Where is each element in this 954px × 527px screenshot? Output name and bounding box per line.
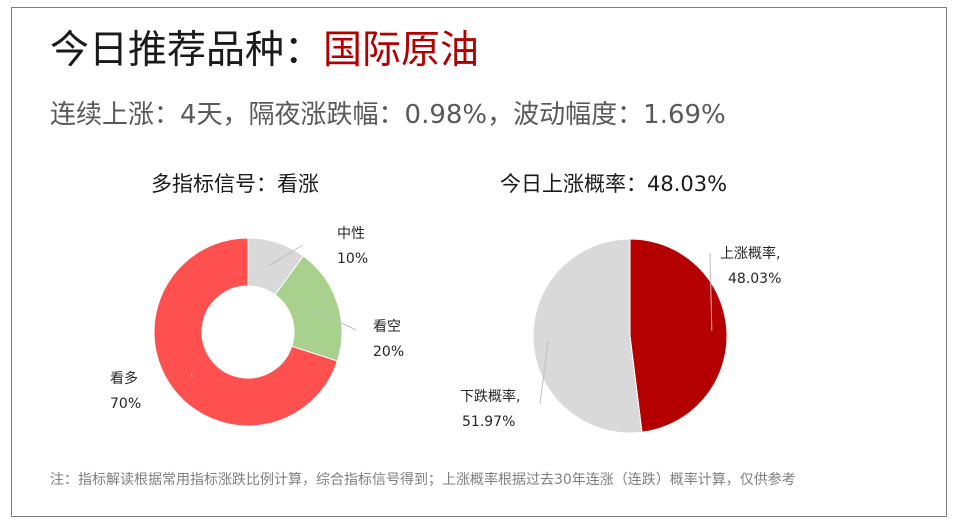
probability-chart-title: 今日上涨概率：48.03% <box>500 172 728 196</box>
chart1-slice-name-1: 下跌概率, <box>460 388 520 405</box>
title-highlight: 国际原油 <box>323 28 480 73</box>
chart1-slice-value-0: 48.03% <box>728 271 781 287</box>
chart0-slice-name-1: 看空 <box>373 319 401 335</box>
chart1-leader-0 <box>709 252 713 331</box>
chart1-slice-0 <box>629 238 728 433</box>
chart0-slice-name-2: 看多 <box>110 370 138 387</box>
chart0-slice-value-0: 10% <box>337 251 368 267</box>
signal-chart-title: 多指标信号：看涨 <box>151 172 319 196</box>
chart0-leader-0 <box>269 244 304 266</box>
footnote: 注：指标解读根据常用指标涨跌比例计算，综合指标信号得到；上涨概率根据过去30年连… <box>50 472 796 488</box>
chart0-slice-value-2: 70% <box>110 396 141 412</box>
chart0-slice-name-0: 中性 <box>337 226 365 242</box>
chart0-slice-2 <box>153 237 339 427</box>
slide-frame <box>11 7 947 517</box>
chart0-slice-value-1: 20% <box>373 344 404 360</box>
chart0-leader-2 <box>190 373 193 378</box>
chart1-leader-1 <box>539 341 549 405</box>
chart1-slice-value-1: 51.97% <box>462 414 515 430</box>
title-prefix: 今日推荐品种： <box>50 28 324 73</box>
chart0-leader-1 <box>314 309 357 331</box>
chart1-slice-1 <box>532 238 643 434</box>
page-title: 今日推荐品种：国际原油 <box>50 28 479 75</box>
stats-subtitle: 连续上涨：4天，隔夜涨跌幅：0.98%，波动幅度：1.69% <box>50 100 726 130</box>
chart1-slice-name-0: 上涨概率, <box>720 245 780 262</box>
